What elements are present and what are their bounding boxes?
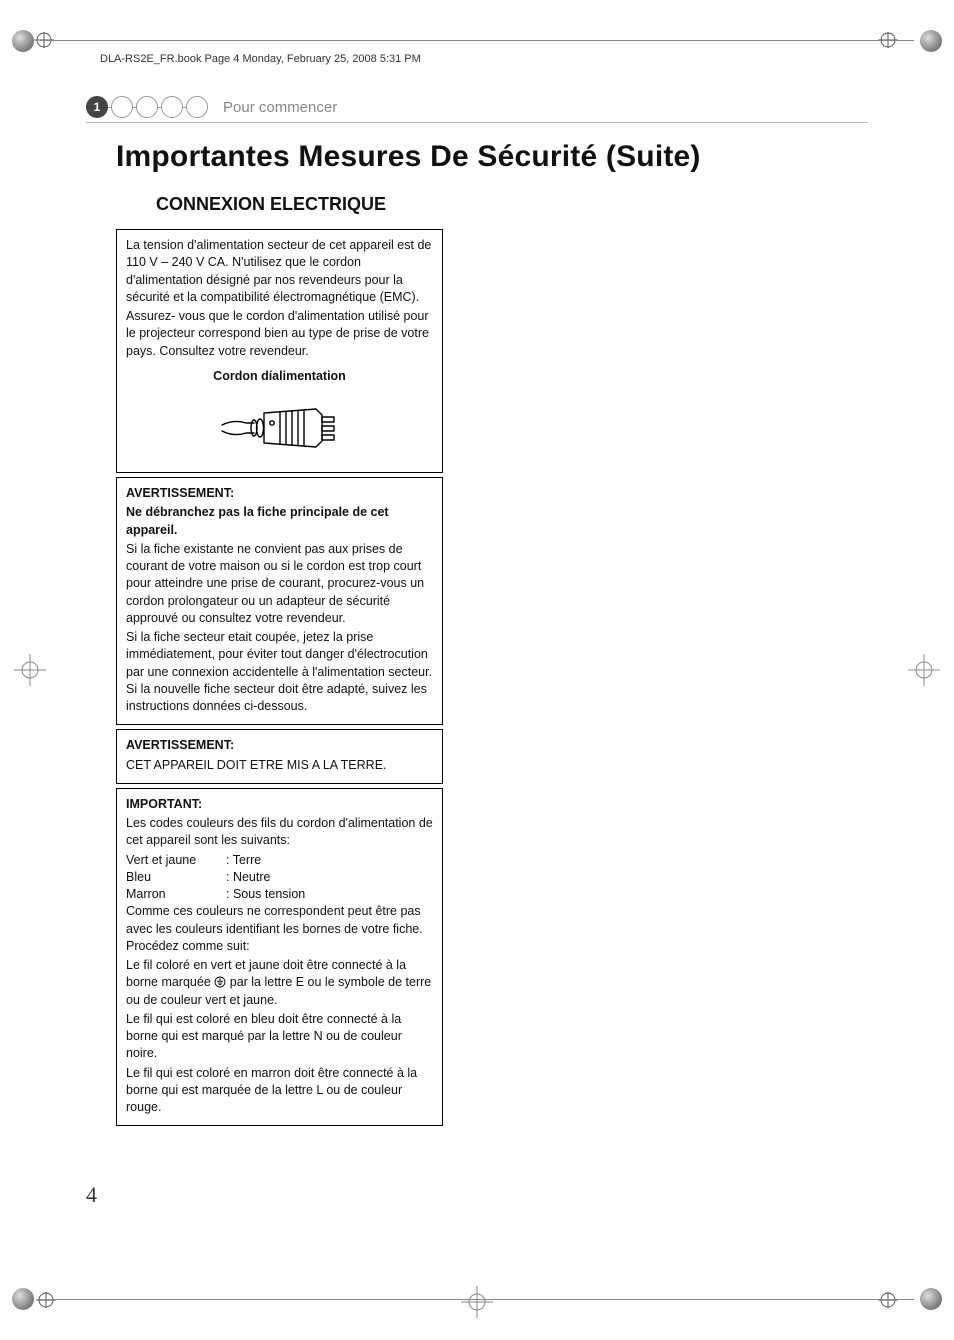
paragraph: La tension d'alimentation secteur de cet…: [126, 237, 433, 306]
paragraph: CET APPAREIL DOIT ETRE MIS A LA TERRE.: [126, 757, 433, 774]
section-underline: [86, 122, 868, 123]
section-label: Pour commencer: [223, 99, 337, 116]
page-number: 4: [86, 1182, 97, 1208]
paragraph: Assurez- vous que le cordon d'alimentati…: [126, 308, 433, 360]
section-nav: 1 Pour commencer: [86, 96, 868, 118]
cord-title: Cordon díalimentation: [126, 368, 433, 385]
nav-dot-3: [136, 96, 158, 118]
paragraph: Le fil qui est coloré en bleu doit être …: [126, 1011, 433, 1063]
wire-color-name: Vert et jaune: [126, 852, 226, 869]
paragraph: Le fil coloré en vert et jaune doit être…: [126, 957, 433, 1009]
warning-box-plug: AVERTISSEMENT: Ne débranchez pas la fich…: [116, 477, 443, 725]
warning-box-ground: AVERTISSEMENT: CET APPAREIL DOIT ETRE MI…: [116, 729, 443, 784]
book-page-info: DLA-RS2E_FR.book Page 4 Monday, February…: [100, 53, 421, 65]
important-heading: IMPORTANT:: [126, 797, 202, 811]
wire-color-value: : Terre: [226, 852, 261, 869]
trim-line-bottom: [40, 1299, 914, 1300]
wire-color-value: : Neutre: [226, 869, 270, 886]
power-plug-icon: [126, 395, 433, 453]
paragraph: Le fil qui est coloré en marron doit êtr…: [126, 1065, 433, 1117]
warning-bold: Ne débranchez pas la fiche principale de…: [126, 504, 433, 539]
warning-heading: AVERTISSEMENT:: [126, 486, 234, 500]
wire-color-name: Marron: [126, 886, 226, 903]
info-box-connection: La tension d'alimentation secteur de cet…: [116, 229, 443, 473]
page-subtitle: CONNEXION ELECTRIQUE: [156, 194, 876, 215]
page-title: Importantes Mesures De Sécurité (Suite): [116, 140, 876, 174]
nav-dot-5: [186, 96, 208, 118]
paragraph: Si la fiche existante ne convient pas au…: [126, 541, 433, 627]
wire-color-row: Marron : Sous tension: [126, 886, 433, 903]
warning-heading: AVERTISSEMENT:: [126, 738, 234, 752]
important-box-wiring: IMPORTANT: Les codes couleurs des fils d…: [116, 788, 443, 1127]
registration-cross-icon: [10, 650, 50, 690]
wire-color-row: Bleu : Neutre: [126, 869, 433, 886]
nav-dot-4: [161, 96, 183, 118]
registration-cross-icon: [904, 650, 944, 690]
nav-dot-2: [111, 96, 133, 118]
crop-mark-bottom-right: [884, 1270, 944, 1330]
crop-mark-bottom-left: [10, 1270, 70, 1330]
trim-line-top: [40, 40, 914, 41]
wire-color-row: Vert et jaune : Terre: [126, 852, 433, 869]
wire-color-value: : Sous tension: [226, 886, 305, 903]
nav-dot-1: 1: [86, 96, 108, 118]
ground-symbol-icon: [214, 976, 226, 988]
paragraph: Si la fiche secteur etait coupée, jetez …: [126, 629, 433, 715]
page-content: Importantes Mesures De Sécurité (Suite) …: [116, 140, 876, 1130]
wire-color-name: Bleu: [126, 869, 226, 886]
paragraph: Les codes couleurs des fils du cordon d'…: [126, 815, 433, 850]
registration-cross-icon: [457, 1282, 497, 1322]
registration-cross-icon: [36, 1292, 76, 1308]
paragraph: Comme ces couleurs ne correspondent peut…: [126, 903, 433, 955]
registration-cross-icon: [878, 1292, 918, 1308]
page-proof: DLA-RS2E_FR.book Page 4 Monday, February…: [0, 0, 954, 1340]
